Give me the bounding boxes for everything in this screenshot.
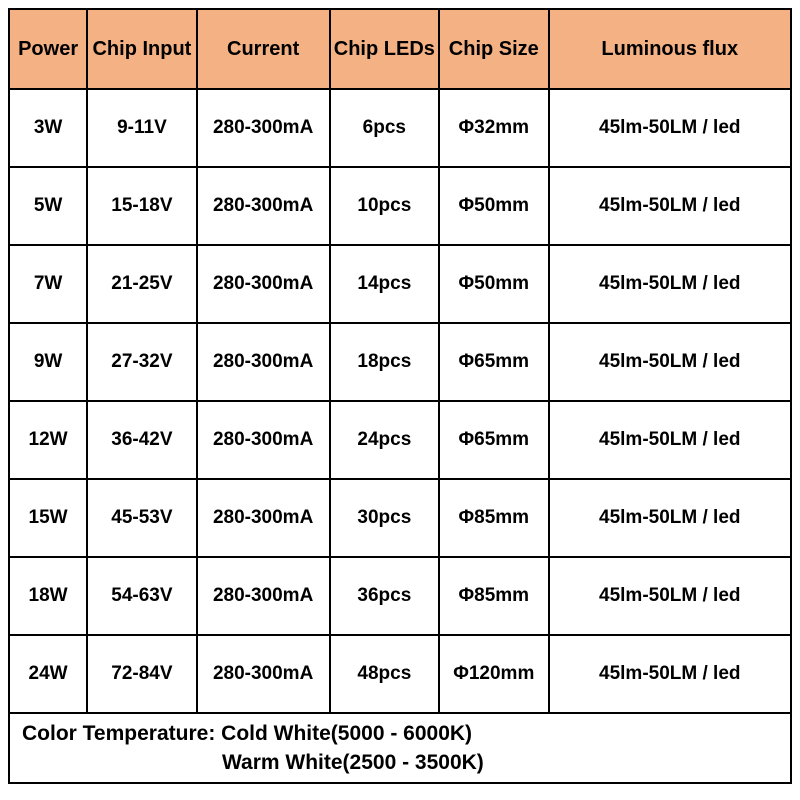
cell-power: 12W [9, 401, 87, 479]
cell-current: 280-300mA [197, 167, 330, 245]
cell-current: 280-300mA [197, 635, 330, 713]
cell-current: 280-300mA [197, 89, 330, 167]
col-header-chip-size: Chip Size [439, 9, 548, 89]
cell-current: 280-300mA [197, 245, 330, 323]
col-header-current: Current [197, 9, 330, 89]
table-row: 15W 45-53V 280-300mA 30pcs Φ85mm 45lm-50… [9, 479, 791, 557]
cell-chip-size: Φ50mm [439, 245, 548, 323]
cell-chip-input: 72-84V [87, 635, 196, 713]
cell-power: 15W [9, 479, 87, 557]
table-row: 7W 21-25V 280-300mA 14pcs Φ50mm 45lm-50L… [9, 245, 791, 323]
cell-luminous-flux: 45lm-50LM / led [549, 557, 791, 635]
footer-warm-white: Warm White(2500 - 3500K) [22, 748, 484, 777]
cell-current: 280-300mA [197, 401, 330, 479]
cell-chip-leds: 18pcs [330, 323, 439, 401]
cell-power: 9W [9, 323, 87, 401]
cell-chip-leds: 36pcs [330, 557, 439, 635]
table-row: 18W 54-63V 280-300mA 36pcs Φ85mm 45lm-50… [9, 557, 791, 635]
table-row: 12W 36-42V 280-300mA 24pcs Φ65mm 45lm-50… [9, 401, 791, 479]
cell-power: 18W [9, 557, 87, 635]
cell-current: 280-300mA [197, 479, 330, 557]
cell-chip-input: 54-63V [87, 557, 196, 635]
cell-chip-input: 15-18V [87, 167, 196, 245]
cell-chip-input: 27-32V [87, 323, 196, 401]
col-header-power: Power [9, 9, 87, 89]
table-row: 5W 15-18V 280-300mA 10pcs Φ50mm 45lm-50L… [9, 167, 791, 245]
table-footer-row: Color Temperature: Cold White(5000 - 600… [9, 713, 791, 783]
cell-luminous-flux: 45lm-50LM / led [549, 479, 791, 557]
col-header-chip-leds: Chip LEDs [330, 9, 439, 89]
cell-chip-input: 9-11V [87, 89, 196, 167]
cell-luminous-flux: 45lm-50LM / led [549, 245, 791, 323]
table-row: 3W 9-11V 280-300mA 6pcs Φ32mm 45lm-50LM … [9, 89, 791, 167]
cell-luminous-flux: 45lm-50LM / led [549, 89, 791, 167]
table-row: 24W 72-84V 280-300mA 48pcs Φ120mm 45lm-5… [9, 635, 791, 713]
cell-luminous-flux: 45lm-50LM / led [549, 167, 791, 245]
footer-cold-white: Cold White(5000 - 6000K) [221, 722, 472, 745]
cell-power: 3W [9, 89, 87, 167]
cell-chip-input: 36-42V [87, 401, 196, 479]
cell-chip-size: Φ65mm [439, 401, 548, 479]
cell-power: 5W [9, 167, 87, 245]
cell-current: 280-300mA [197, 557, 330, 635]
table-row: 9W 27-32V 280-300mA 18pcs Φ65mm 45lm-50L… [9, 323, 791, 401]
cell-chip-leds: 14pcs [330, 245, 439, 323]
cell-chip-leds: 6pcs [330, 89, 439, 167]
cell-luminous-flux: 45lm-50LM / led [549, 401, 791, 479]
cell-chip-size: Φ120mm [439, 635, 548, 713]
footer-label: Color Temperature: [22, 722, 215, 745]
cell-chip-size: Φ32mm [439, 89, 548, 167]
cell-chip-leds: 10pcs [330, 167, 439, 245]
cell-chip-size: Φ85mm [439, 479, 548, 557]
table-body: 3W 9-11V 280-300mA 6pcs Φ32mm 45lm-50LM … [9, 89, 791, 783]
cell-power: 24W [9, 635, 87, 713]
cell-luminous-flux: 45lm-50LM / led [549, 323, 791, 401]
cell-chip-size: Φ65mm [439, 323, 548, 401]
cell-chip-leds: 48pcs [330, 635, 439, 713]
cell-chip-leds: 30pcs [330, 479, 439, 557]
led-spec-table: Power Chip Input Current Chip LEDs Chip … [8, 8, 792, 784]
cell-chip-leds: 24pcs [330, 401, 439, 479]
cell-chip-size: Φ85mm [439, 557, 548, 635]
cell-chip-size: Φ50mm [439, 167, 548, 245]
table-header-row: Power Chip Input Current Chip LEDs Chip … [9, 9, 791, 89]
color-temperature-note: Color Temperature: Cold White(5000 - 600… [9, 713, 791, 783]
cell-chip-input: 21-25V [87, 245, 196, 323]
cell-luminous-flux: 45lm-50LM / led [549, 635, 791, 713]
col-header-chip-input: Chip Input [87, 9, 196, 89]
cell-chip-input: 45-53V [87, 479, 196, 557]
col-header-luminous-flux: Luminous flux [549, 9, 791, 89]
cell-power: 7W [9, 245, 87, 323]
cell-current: 280-300mA [197, 323, 330, 401]
